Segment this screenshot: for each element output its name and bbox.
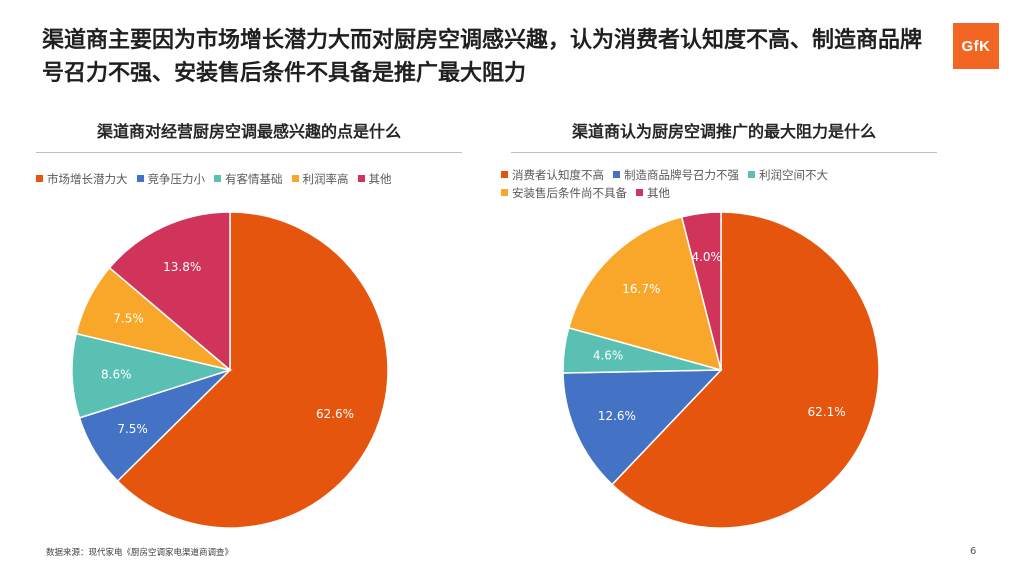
legend-label: 其他 [368, 172, 392, 186]
legend-swatch [357, 175, 365, 182]
chart-title-divider-right [511, 152, 937, 153]
page-number: 6 [970, 546, 977, 557]
chart-title-divider-left [36, 152, 462, 153]
legend-swatch [136, 175, 144, 182]
pie-slice [108, 211, 231, 372]
legend-item: 有客情基础 [214, 170, 283, 188]
gfk-logo: GfK [953, 23, 999, 69]
legend-swatch [636, 189, 643, 196]
pie-slice-label: 4.0% [691, 250, 722, 264]
legend-label: 有客情基础 [225, 172, 283, 186]
pie-slice-label: 62.6% [316, 407, 354, 421]
legend-label: 利润率高 [302, 172, 349, 186]
legend-swatch [748, 171, 755, 178]
legend-label: 制造商品牌号召力不强 [624, 168, 739, 182]
pie-slice-label: 62.1% [808, 405, 846, 419]
chart-title-left: 渠道商对经营厨房空调最感兴趣的点是什么 [96, 122, 401, 141]
pie-chart-left: 62.6% 7.5% 8.6% 7.5% 13.8% [71, 211, 389, 529]
chart-panel-right: 渠道商认为厨房空调推广的最大阻力是什么 消费者认知度不高 制造商品牌号召力不强 利润… [501, 112, 937, 542]
legend-item: 竞争压力小 [136, 170, 206, 188]
legend-item: 其他 [636, 184, 670, 202]
pie-slice-label: 13.8% [163, 260, 201, 274]
legend-left: 市场增长潜力大 竞争压力小 有客情基础 利润率高 其他 [36, 170, 462, 188]
legend-swatch [613, 171, 620, 178]
pie-slice [71, 332, 233, 419]
pie-slice [611, 211, 880, 529]
pie-slice [567, 216, 723, 372]
legend-label: 消费者认知度不高 [512, 168, 604, 182]
pie-slice-label: 12.6% [598, 409, 636, 423]
legend-right: 消费者认知度不高 制造商品牌号召力不强 利润空间不大安装售后条件尚不具备 其他 [501, 166, 891, 202]
legend-label: 市场增长潜力大 [47, 172, 128, 186]
pie-slice-label: 8.6% [101, 367, 132, 381]
chart-panel-left: 渠道商对经营厨房空调最感兴趣的点是什么 市场增长潜力大 竞争压力小 有客情基础 利润率… [36, 112, 462, 542]
pie-slice-label: 7.5% [117, 422, 148, 436]
pie-slice [116, 211, 389, 529]
legend-item: 制造商品牌号召力不强 [613, 166, 739, 184]
legend-label: 其他 [647, 186, 670, 200]
chart-title-right: 渠道商认为厨房空调推广的最大阻力是什么 [571, 122, 876, 141]
pie-slice [562, 369, 723, 486]
legend-item: 安装售后条件尚不具备 [501, 184, 627, 202]
pie-slice [680, 211, 722, 371]
legend-swatch [214, 175, 221, 182]
legend-item: 市场增长潜力大 [36, 170, 128, 188]
data-source-note: 数据来源：现代家电《厨房空调家电渠道商调查》 [46, 548, 234, 558]
pie-slice-label: 16.7% [622, 282, 660, 296]
legend-item: 利润率高 [291, 170, 349, 188]
legend-item: 利润空间不大 [748, 166, 828, 184]
legend-label: 利润空间不大 [759, 168, 828, 182]
legend-label: 竞争压力小 [147, 172, 206, 186]
legend-swatch [36, 175, 43, 182]
legend-label: 安装售后条件尚不具备 [512, 186, 627, 200]
legend-swatch [501, 171, 508, 178]
legend-item: 其他 [357, 170, 392, 188]
legend-swatch [501, 189, 508, 196]
legend-item: 消费者认知度不高 [501, 166, 604, 184]
page-title: 渠道商主要因为市场增长潜力大而对厨房空调感兴趣，认为消费者认知度不高、制造商品牌… [42, 28, 923, 86]
legend-swatch [291, 175, 299, 182]
pie-slice-label: 4.6% [593, 349, 624, 363]
pie-slice-label: 7.5% [113, 312, 144, 326]
pie-chart-right: 62.1% 12.6% 4.6% 16.7% 4.0% [562, 211, 880, 529]
